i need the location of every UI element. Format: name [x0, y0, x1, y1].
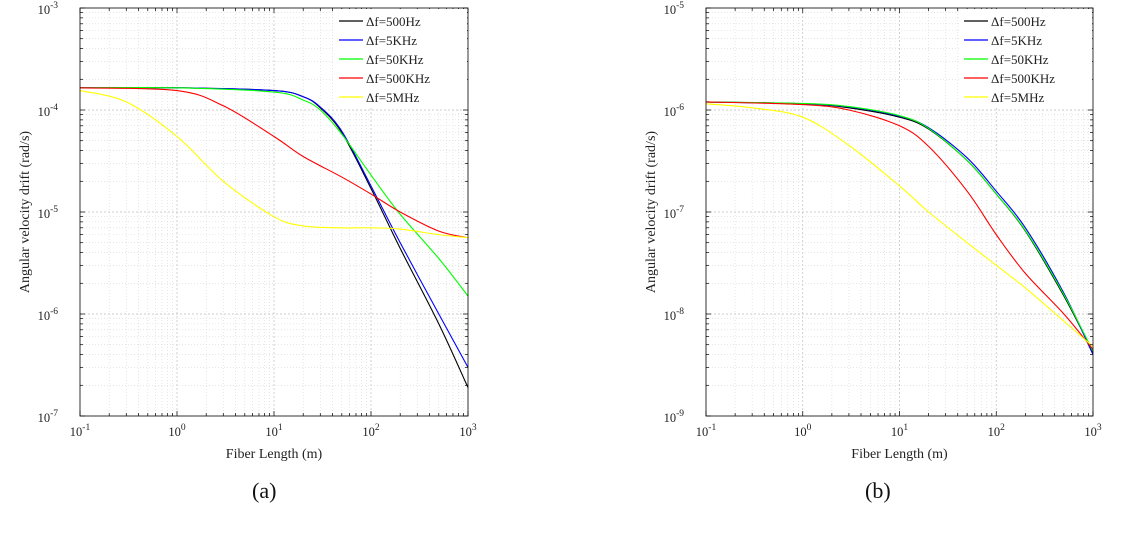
x-tick-label: 10-1: [696, 423, 717, 439]
x-tick-label: 102: [988, 423, 1006, 439]
legend-label-3: Δf=500KHz: [991, 71, 1055, 86]
y-axis-label: Angular velocity drift (rad/s): [644, 131, 659, 293]
x-axis-label: Fiber Length (m): [226, 447, 323, 462]
x-tick-label: 103: [459, 423, 477, 439]
panel-label-a: (a): [252, 478, 277, 503]
x-tick-label: 10-1: [70, 423, 91, 439]
series-line-2: [79, 86, 469, 297]
legend-label-2: Δf=50KHz: [366, 52, 424, 67]
y-axis-label: Angular velocity drift (rad/s): [18, 131, 33, 293]
y-tick-label: 10-9: [664, 409, 685, 425]
panel-label-b: (b): [865, 478, 891, 503]
y-tick-label: 10-3: [38, 1, 59, 17]
legend-label-2: Δf=50KHz: [991, 52, 1049, 67]
series-group: [79, 86, 469, 388]
x-tick-label: 100: [168, 423, 186, 439]
legend-label-0: Δf=500Hz: [991, 14, 1046, 29]
x-tick-label: 101: [265, 423, 283, 439]
tick-marks: [79, 7, 469, 417]
series-line-4: [705, 103, 1094, 347]
legend-label-4: Δf=5MHz: [991, 90, 1044, 105]
series-line-4: [79, 90, 469, 239]
y-tick-label: 10-7: [38, 409, 59, 425]
chart-panel-b: 10-1 100 101 102 103 10-9 10-8 10-7 10-6 10-5 Fibe…: [644, 1, 1102, 462]
legend-label-4: Δf=5MHz: [366, 90, 419, 105]
y-tick-label: 10-6: [38, 307, 59, 323]
y-tick-label: 10-8: [664, 307, 685, 323]
series-line-3: [705, 101, 1094, 350]
legend-label-0: Δf=500Hz: [366, 14, 421, 29]
legend: Δf=500Hz Δf=5KHz Δf=50KHz Δf=500KHz Δf=5MHz: [960, 9, 1092, 108]
legend-label-1: Δf=5KHz: [366, 33, 417, 48]
x-axis-label: Fiber Length (m): [851, 447, 948, 462]
x-tick-label: 100: [794, 423, 812, 439]
grid: [80, 8, 468, 416]
x-tick-label: 102: [362, 423, 380, 439]
series-group: [705, 101, 1094, 355]
y-tick-label: 10-6: [664, 103, 685, 119]
chart-panel-a: 10-1 100 101 102 103 10-7 10-6 10-5 10-4 10-3 Fibe…: [18, 1, 477, 462]
y-tick-label: 10-4: [38, 103, 59, 119]
legend-label-1: Δf=5KHz: [991, 33, 1042, 48]
tick-marks: [705, 7, 1094, 417]
legend: Δf=500Hz Δf=5KHz Δf=50KHz Δf=500KHz Δf=5MHz: [335, 9, 467, 108]
series-line-2: [705, 101, 1094, 352]
y-tick-label: 10-5: [664, 1, 685, 17]
y-tick-label: 10-5: [38, 205, 59, 221]
series-line-3: [79, 87, 469, 239]
x-tick-label: 101: [891, 423, 909, 439]
x-tick-label: 103: [1084, 423, 1102, 439]
y-tick-label: 10-7: [664, 205, 685, 221]
legend-label-3: Δf=500KHz: [366, 71, 430, 86]
